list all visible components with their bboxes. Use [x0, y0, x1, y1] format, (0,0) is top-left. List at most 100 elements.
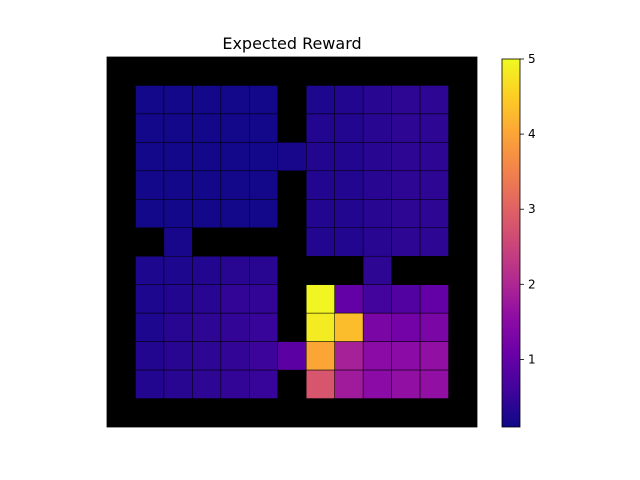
- cell-r6-c8: [334, 227, 364, 257]
- cell-r1-c3: [192, 85, 222, 115]
- cell-r11-c9: [362, 369, 392, 399]
- cell-r5-c9: [362, 199, 392, 229]
- colorbar-tick-label: 2: [528, 277, 536, 291]
- cell-r2-c11: [419, 113, 449, 143]
- cell-r9-c9: [362, 312, 392, 342]
- cell-r2-c2: [163, 113, 193, 143]
- cell-r1-c8: [334, 85, 364, 115]
- colorbar-tick-label: 1: [528, 352, 536, 366]
- cell-r11-c5: [249, 369, 279, 399]
- cell-r10-c6: [277, 341, 307, 371]
- cell-r9-c5: [249, 312, 279, 342]
- cell-r2-c4: [220, 113, 250, 143]
- cell-r3-c3: [192, 142, 222, 172]
- colorbar-tick-label: 4: [528, 127, 536, 141]
- cell-r4-c1: [135, 170, 165, 200]
- cell-r2-c3: [192, 113, 222, 143]
- cell-r3-c9: [362, 142, 392, 172]
- cell-r7-c2: [163, 255, 193, 285]
- cell-r11-c2: [163, 369, 193, 399]
- cell-r4-c3: [192, 170, 222, 200]
- cell-r6-c7: [305, 227, 335, 257]
- cell-r1-c9: [362, 85, 392, 115]
- cell-r1-c1: [135, 85, 165, 115]
- cell-r3-c2: [163, 142, 193, 172]
- cell-r8-c11: [419, 284, 449, 314]
- cell-r5-c1: [135, 199, 165, 229]
- cell-r2-c10: [391, 113, 421, 143]
- cell-r5-c10: [391, 199, 421, 229]
- cell-r10-c8: [334, 341, 364, 371]
- cell-r5-c7: [305, 199, 335, 229]
- cell-r11-c3: [192, 369, 222, 399]
- cell-r8-c3: [192, 284, 222, 314]
- cell-r11-c11: [419, 369, 449, 399]
- cell-r4-c4: [220, 170, 250, 200]
- cell-r9-c3: [192, 312, 222, 342]
- colorbar-tick-label: 5: [528, 52, 536, 66]
- cell-r5-c4: [220, 199, 250, 229]
- cell-r6-c2: [163, 227, 193, 257]
- cell-r9-c10: [391, 312, 421, 342]
- cell-r1-c11: [419, 85, 449, 115]
- chart-title: Expected Reward: [222, 34, 361, 53]
- cell-r2-c5: [249, 113, 279, 143]
- cell-r4-c10: [391, 170, 421, 200]
- cell-r11-c10: [391, 369, 421, 399]
- cell-r5-c8: [334, 199, 364, 229]
- cell-r9-c11: [419, 312, 449, 342]
- cell-r11-c8: [334, 369, 364, 399]
- cell-r3-c10: [391, 142, 421, 172]
- cell-r5-c2: [163, 199, 193, 229]
- cell-r9-c1: [135, 312, 165, 342]
- cell-r7-c3: [192, 255, 222, 285]
- cell-r9-c8: [334, 312, 364, 342]
- cell-r3-c6: [277, 142, 307, 172]
- cell-r10-c5: [249, 341, 279, 371]
- cell-r2-c9: [362, 113, 392, 143]
- cell-r3-c1: [135, 142, 165, 172]
- cell-r7-c9: [362, 255, 392, 285]
- cell-r6-c11: [419, 227, 449, 257]
- cell-r10-c11: [419, 341, 449, 371]
- cell-r7-c5: [249, 255, 279, 285]
- cell-r1-c7: [305, 85, 335, 115]
- cell-r8-c10: [391, 284, 421, 314]
- cell-r4-c9: [362, 170, 392, 200]
- cell-r8-c9: [362, 284, 392, 314]
- cell-r3-c4: [220, 142, 250, 172]
- cell-r5-c5: [249, 199, 279, 229]
- cell-r4-c11: [419, 170, 449, 200]
- cell-r2-c7: [305, 113, 335, 143]
- cell-r10-c7: [305, 341, 335, 371]
- colorbar-ticks: 1 2 3 4 5: [520, 52, 536, 366]
- colorbar: [501, 58, 521, 428]
- cell-r8-c4: [220, 284, 250, 314]
- cell-r7-c4: [220, 255, 250, 285]
- cell-r8-c5: [249, 284, 279, 314]
- cell-r6-c9: [362, 227, 392, 257]
- cell-r10-c9: [362, 341, 392, 371]
- plot-frame: [106, 56, 478, 428]
- cell-r8-c8: [334, 284, 364, 314]
- cell-r1-c5: [249, 85, 279, 115]
- cell-r1-c2: [163, 85, 193, 115]
- cell-r10-c4: [220, 341, 250, 371]
- cell-r8-c7: [305, 284, 335, 314]
- cell-r5-c3: [192, 199, 222, 229]
- cell-r9-c2: [163, 312, 193, 342]
- cell-r6-c10: [391, 227, 421, 257]
- cell-r3-c7: [305, 142, 335, 172]
- cell-r1-c10: [391, 85, 421, 115]
- cell-r7-c1: [135, 255, 165, 285]
- heatmap-cells: [135, 85, 449, 399]
- cell-r9-c4: [220, 312, 250, 342]
- cell-r3-c11: [419, 142, 449, 172]
- cell-r11-c1: [135, 369, 165, 399]
- cell-r10-c1: [135, 341, 165, 371]
- cell-r8-c1: [135, 284, 165, 314]
- cell-r8-c2: [163, 284, 193, 314]
- cell-r3-c8: [334, 142, 364, 172]
- cell-r2-c1: [135, 113, 165, 143]
